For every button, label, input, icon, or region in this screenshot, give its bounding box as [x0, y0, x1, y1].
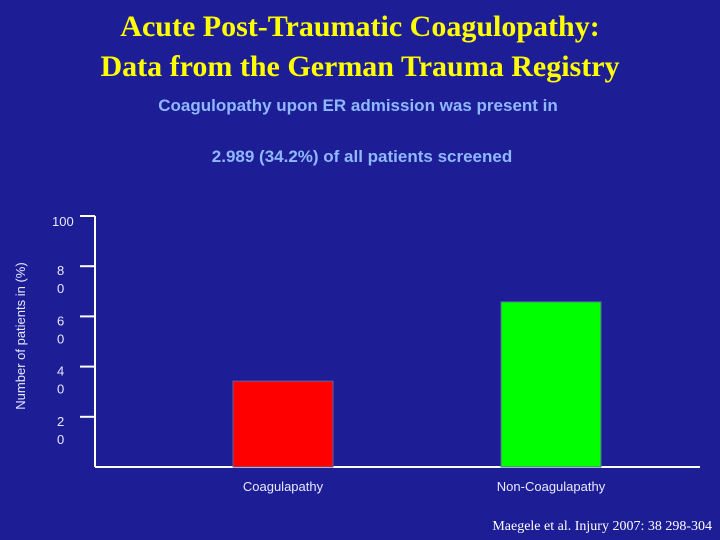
subtitle: Coagulopathy upon ER admission was prese…: [158, 96, 558, 115]
bar: [232, 380, 334, 468]
x-tick-label: Non-Coagulapathy: [497, 479, 606, 494]
title: Acute Post-Traumatic Coagulopathy:: [120, 10, 599, 43]
x-tick-label: Coagulapathy: [243, 479, 324, 494]
y-axis-label: Number of patients in (%): [13, 262, 28, 409]
subtitle: 2.989 (34.2%) of all patients screened: [212, 147, 512, 166]
source: Maegele et al. Injury 2007: 38 298-304: [492, 519, 712, 534]
y-tick-label: 100: [52, 214, 74, 229]
bar: [500, 301, 602, 468]
title: Data from the German Trauma Registry: [100, 50, 619, 83]
